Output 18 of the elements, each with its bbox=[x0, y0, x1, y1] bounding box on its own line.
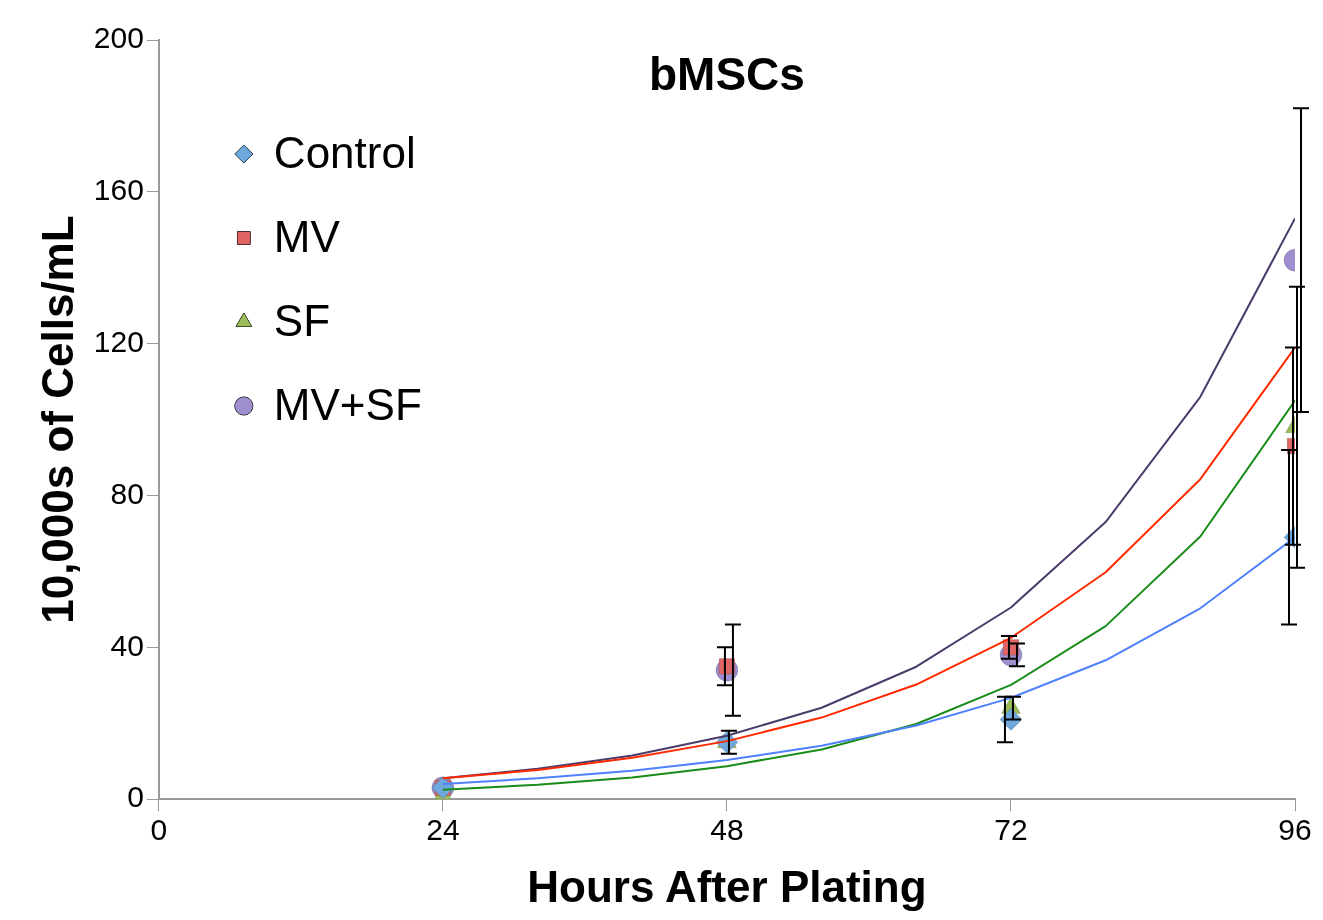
x-axis-title: Hours After Plating bbox=[527, 861, 927, 911]
legend-label: SF bbox=[273, 296, 331, 346]
x-tick-label: 72 bbox=[994, 813, 1028, 847]
x-tick-label: 48 bbox=[710, 813, 744, 847]
y-tick-label: 120 bbox=[93, 324, 144, 358]
y-tick-label: 80 bbox=[110, 476, 144, 510]
y-tick-label: 160 bbox=[93, 173, 144, 207]
y-tick-label: 200 bbox=[93, 21, 144, 55]
x-tick-label: 96 bbox=[1278, 813, 1312, 847]
legend-label: MV bbox=[273, 212, 341, 262]
chart-title: bMSCs bbox=[648, 47, 805, 100]
legend-label: MV+SF bbox=[273, 380, 422, 430]
legend-label: Control bbox=[273, 128, 416, 178]
x-tick-label: 0 bbox=[150, 813, 168, 847]
x-tick-label: 24 bbox=[426, 813, 460, 847]
y-axis-title: 10,000s of Cells/mL bbox=[32, 215, 82, 624]
y-tick-label: 0 bbox=[127, 780, 144, 814]
y-tick-label: 40 bbox=[110, 628, 144, 662]
